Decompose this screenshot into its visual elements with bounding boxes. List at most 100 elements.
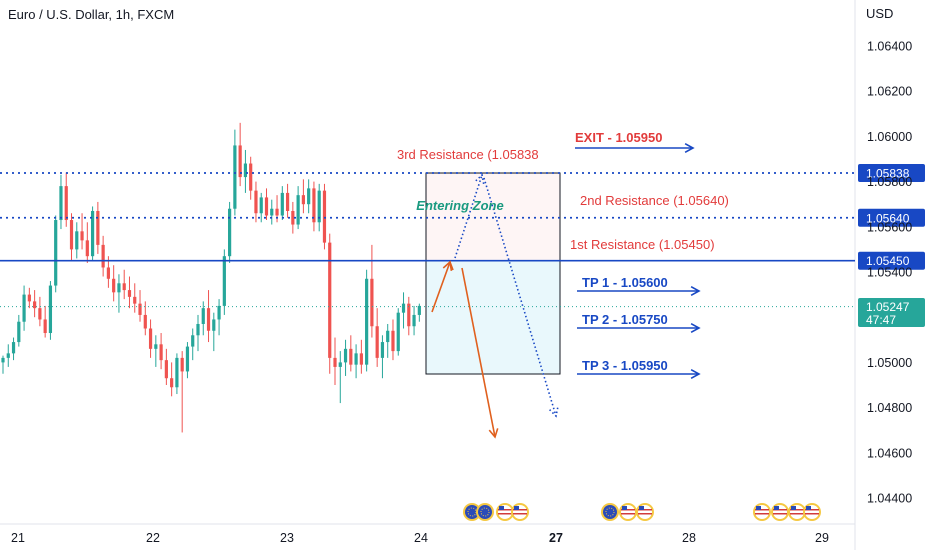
price-tick-label: 1.06000 [867,130,912,144]
tp1-label: TP 1 - 1.05600 [582,275,668,290]
candle-body [217,305,221,320]
current-price-badge [858,298,925,327]
us-stripe [755,513,769,515]
us-stripe [790,509,804,511]
entering-zone-label: Entering Zone [416,198,503,213]
candle-body [127,290,132,297]
candle-body [143,314,147,329]
candle-body [80,231,84,241]
candle-body [206,308,211,331]
currency-label: USD [866,6,894,21]
us-flag-icon [636,503,654,521]
candle-body [386,330,390,343]
resistance-3-label: 3rd Resistance (1.05838 [397,147,539,162]
price-tick-label: 1.05600 [867,220,912,234]
trade-zone-group [425,172,561,375]
candle-body [301,195,305,205]
candle-body [228,208,232,257]
candle-body [96,210,100,245]
candle-body [148,328,153,349]
us-flag-icon [619,503,637,521]
dotted-down-arrow [483,177,557,417]
us-canton [622,506,627,510]
candle-body [401,303,406,313]
resistance-zone-box [426,173,560,261]
candle-body [380,342,385,358]
level-badge-text: 1.05450 [866,254,910,268]
candle-body [328,242,332,358]
resistance-2-label: 2nd Resistance (1.05640) [580,193,729,208]
candle-body [43,319,47,334]
candle-body [291,210,295,225]
eu-flag-disc [603,505,617,519]
us-stripe [498,509,512,511]
us-canton [514,506,519,510]
candle-body [22,294,26,322]
candle-body [201,308,205,324]
us-stripe [805,509,819,511]
orange-down-arrow [461,267,496,438]
eu-flag-disc [465,505,479,519]
us-stripe [621,509,635,511]
candle-body [106,267,110,279]
candle-body [90,210,95,257]
candle-body [6,353,10,358]
candle-body [338,362,342,367]
us-stripe [790,513,804,515]
candle-body [264,197,269,216]
us-canton [774,506,779,510]
us-canton [639,506,644,510]
time-axis[interactable]: 21 22 23 24 27 28 29 [11,531,829,545]
us-stripe [513,513,527,515]
time-tick-label: 23 [280,531,294,545]
candle-body [85,240,89,257]
price-tick-label: 1.04600 [867,446,912,460]
time-tick-label: 27 [549,531,563,545]
candle-body [133,296,137,304]
time-tick-label: 28 [682,531,696,545]
level-badge-text: 1.05640 [866,211,910,225]
time-tick-label: 22 [146,531,160,545]
us-stripe [755,509,769,511]
price-axis[interactable]: 1.06400 1.06200 1.06000 1.05800 1.05600 1.054… [867,40,912,506]
us-stripe [638,513,652,515]
drawings-group [431,142,701,439]
us-canton [806,506,811,510]
us-flag-icon [771,503,789,521]
eu-stars [605,507,615,517]
tp2-label: TP 2 - 1.05750 [582,312,668,327]
candle-body [280,192,284,216]
level-badge [858,164,925,183]
price-tick-label: 1.05800 [867,175,912,189]
tp1-arrow-head [690,285,701,297]
exit-arrow-head [684,142,695,154]
countdown-value: 47:47 [866,313,896,327]
price-tick-label: 1.04400 [867,492,912,506]
us-stripe [621,513,635,515]
candle-body [48,285,53,334]
candle-body [243,163,248,178]
us-flag-icon [788,503,806,521]
candle-body [196,323,200,336]
price-tick-label: 1.05000 [867,356,912,370]
resistance-1-label: 1st Resistance (1.05450) [570,237,715,252]
us-stripe [498,513,512,515]
candle-body [375,326,379,358]
candle-body [296,195,300,225]
candle-body [112,278,116,293]
level-badge-text: 1.05838 [866,167,910,181]
eu-flag-icon [601,503,619,521]
candle-body [154,344,158,349]
candle-body [75,231,79,250]
candle-body [249,163,253,191]
us-flag-icon [803,503,821,521]
candle-body [370,278,374,327]
eu-stars [480,507,490,517]
candle-body [354,353,358,365]
candle-body [159,344,163,361]
levels-group: 1.05838 1.05640 1.05450 [0,164,925,270]
orange-up-arrow [431,261,451,313]
candles-group [0,122,855,433]
candle-body [407,303,411,327]
